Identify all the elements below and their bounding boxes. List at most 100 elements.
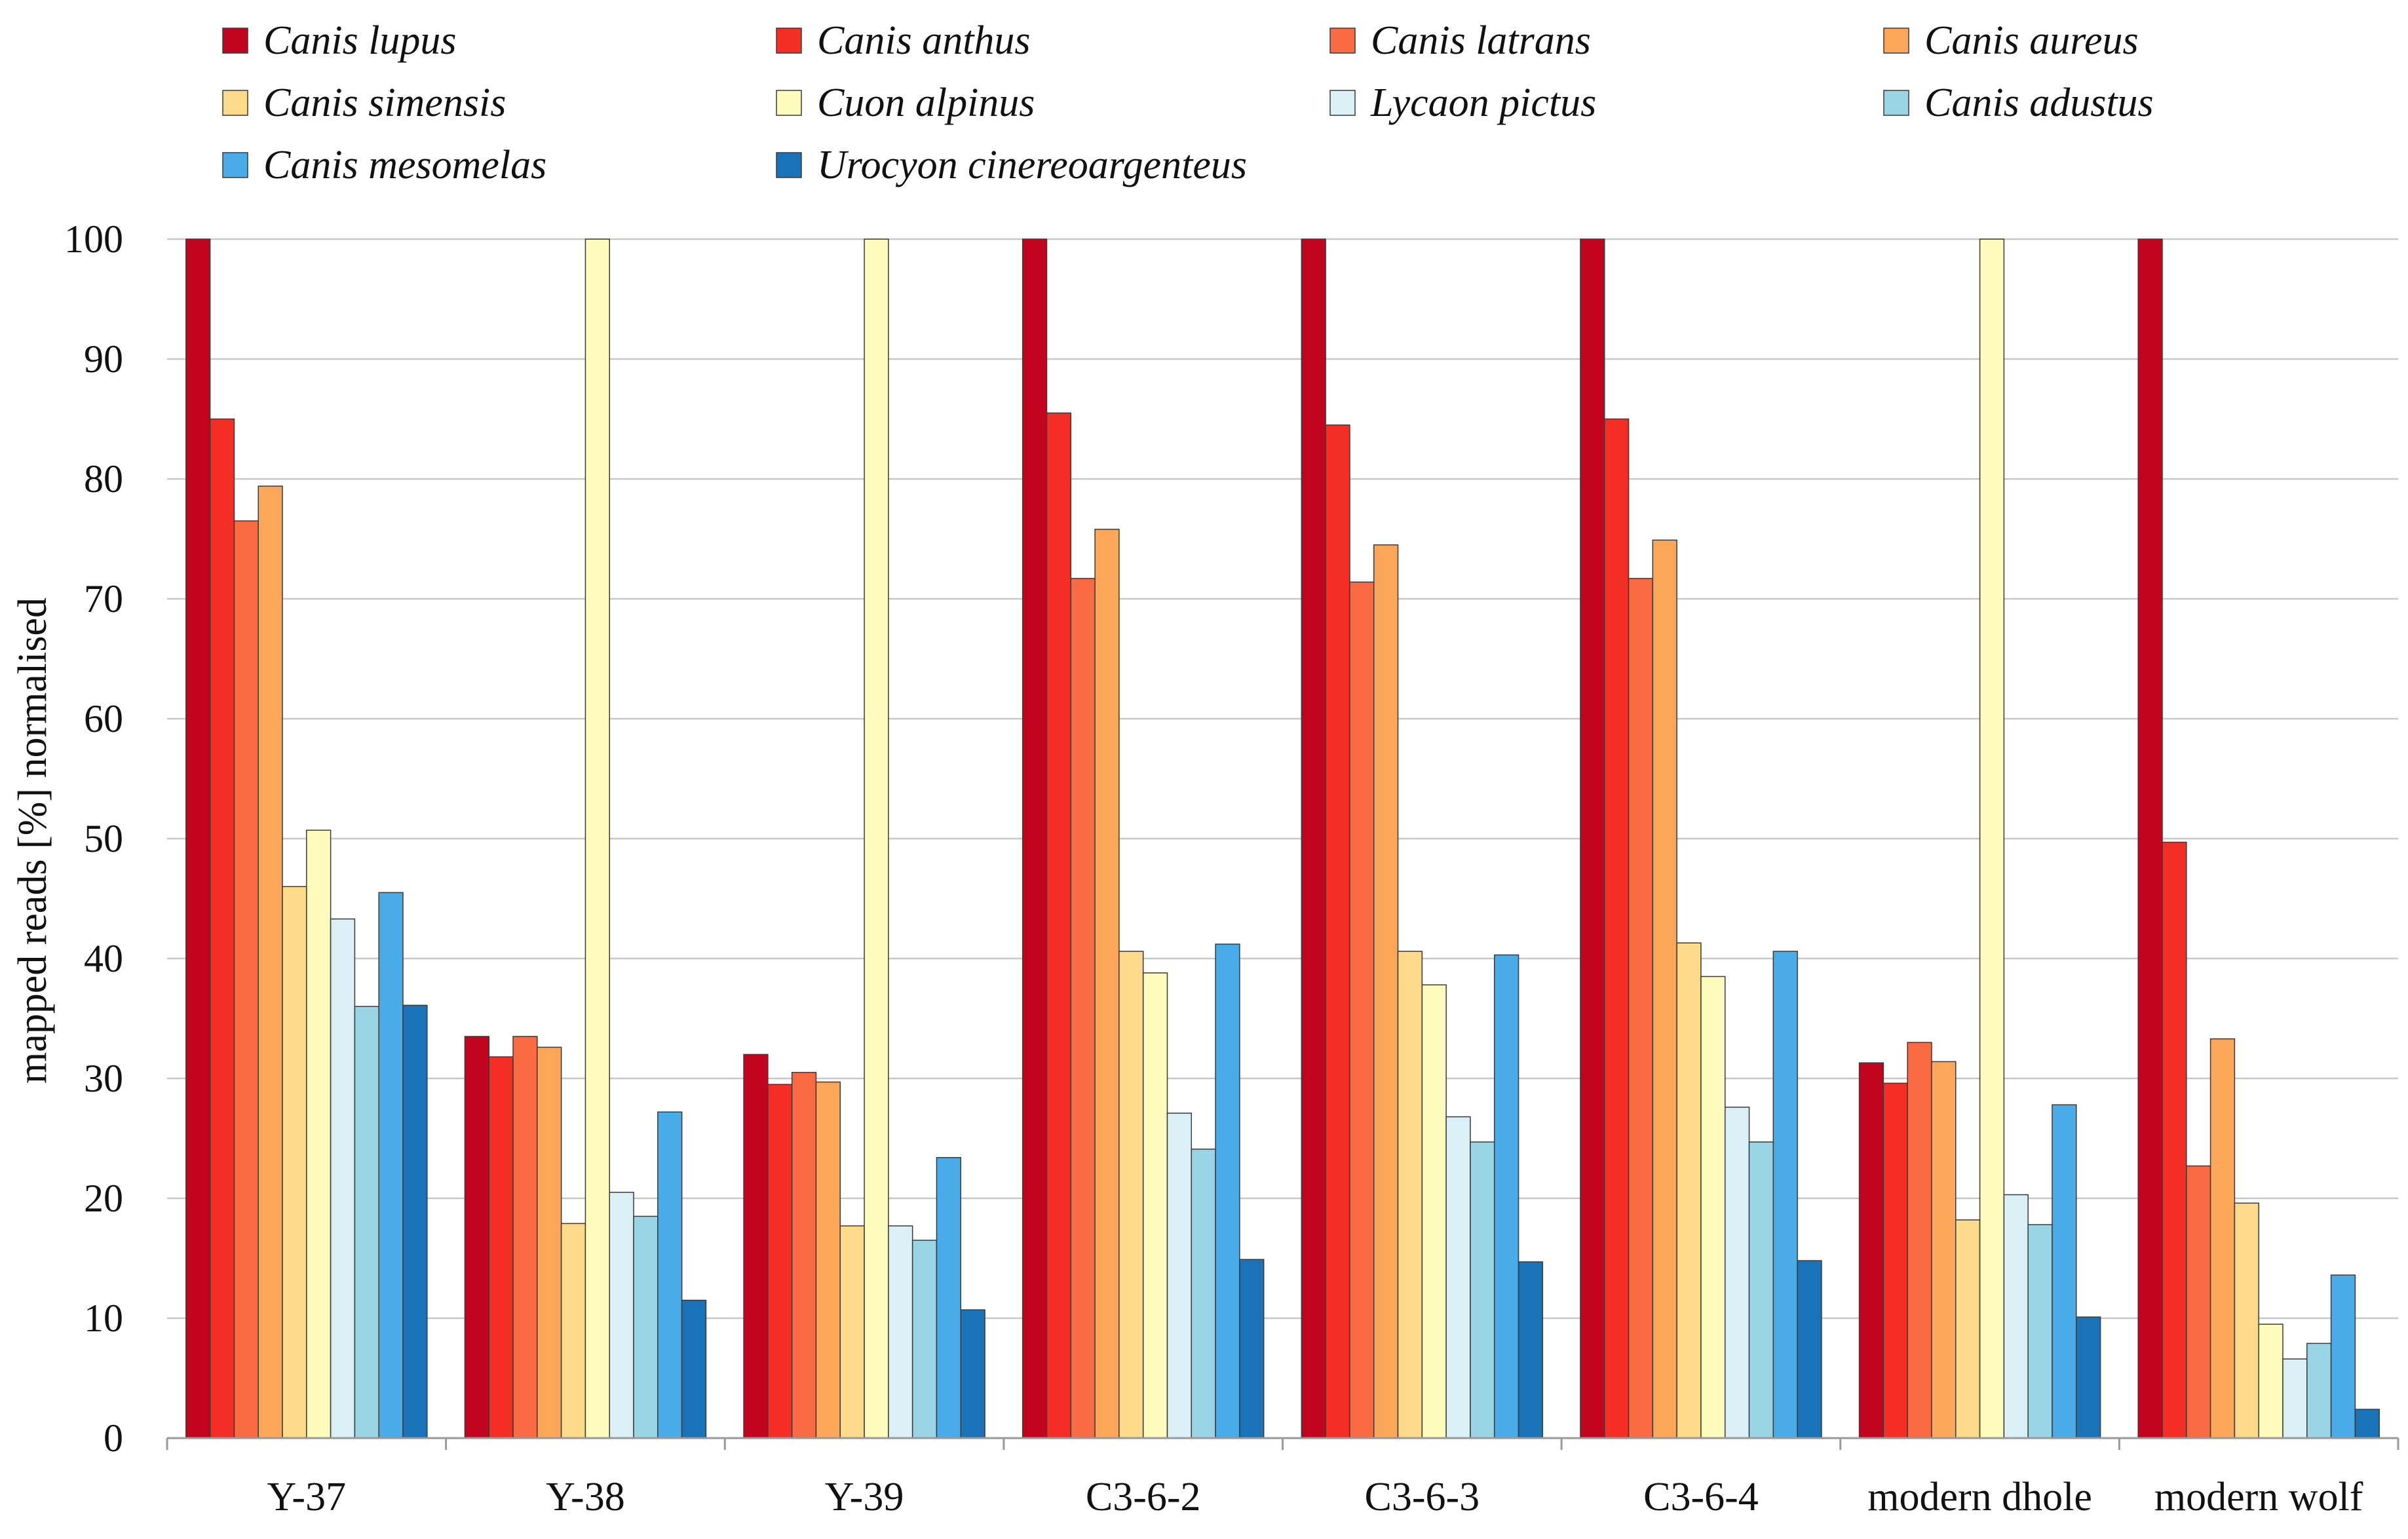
legend-swatch-canis-lupus [222, 28, 248, 54]
legend-item-lycaon-pictus: Lycaon pictus [1329, 81, 1596, 125]
bar-c3-6-3-canis-aureus [1373, 544, 1399, 1439]
bar-c3-6-4-canis-adustus [1748, 1141, 1774, 1439]
bar-modern-dhole-canis-latrans [1907, 1042, 1932, 1439]
bar-modern-wolf-canis-adustus [2306, 1342, 2332, 1439]
bar-c3-6-3-canis-latrans [1349, 581, 1375, 1439]
legend-label-canis-lupus: Canis lupus [263, 18, 457, 63]
x-tick-label-c3-6-4: C3-6-4 [1643, 1475, 1759, 1519]
legend-swatch-canis-mesomelas [222, 152, 248, 178]
legend: Canis lupus Canis anthus Canis latrans Cani… [222, 18, 2154, 187]
bar-modern-wolf-canis-simensis [2234, 1202, 2259, 1439]
legend-label-canis-anthus: Canis anthus [817, 18, 1031, 63]
bar-c3-6-3-canis-lupus [1301, 238, 1326, 1439]
bar-y-38-canis-anthus [488, 1056, 514, 1439]
x-tick-label-y-37: Y-37 [267, 1475, 347, 1519]
legend-item-urocyon-cinereoargenteus: Urocyon cinereoargenteus [776, 143, 1247, 187]
bar-modern-dhole-urocyon-cinereoargenteus [2076, 1316, 2101, 1439]
legend-swatch-lycaon-pictus [1329, 90, 1356, 116]
bar-y-39-urocyon-cinereoargenteus [960, 1309, 985, 1439]
legend-swatch-canis-aureus [1883, 28, 1909, 54]
bar-modern-dhole-canis-lupus [1858, 1062, 1884, 1439]
y-tick-label-20: 20 [84, 1177, 123, 1220]
legend-label-urocyon-cinereoargenteus: Urocyon cinereoargenteus [817, 143, 1247, 187]
legend-item-canis-lupus: Canis lupus [222, 18, 457, 63]
bar-modern-wolf-urocyon-cinereoargenteus [2354, 1409, 2380, 1439]
bar-c3-6-3-urocyon-cinereoargenteus [1518, 1261, 1544, 1439]
legend-label-canis-simensis: Canis simensis [263, 81, 506, 125]
bar-modern-dhole-lycaon-pictus [2003, 1194, 2029, 1439]
bar-y-38-canis-simensis [560, 1223, 586, 1439]
bar-y-39-canis-adustus [911, 1240, 938, 1439]
legend-swatch-urocyon-cinereoargenteus [776, 152, 802, 178]
y-tick-labels: 0 10 20 30 40 50 60 70 80 90 100 [64, 218, 123, 1460]
legend-item-canis-aureus: Canis aureus [1883, 18, 2139, 63]
bar-c3-6-2-urocyon-cinereoargenteus [1239, 1259, 1265, 1439]
bar-modern-wolf-canis-lupus [2137, 238, 2163, 1439]
bar-modern-dhole-canis-adustus [2027, 1224, 2053, 1439]
bar-c3-6-3-canis-simensis [1397, 951, 1423, 1439]
legend-swatch-canis-latrans [1329, 28, 1356, 54]
legend-label-canis-mesomelas: Canis mesomelas [263, 143, 546, 187]
legend-label-canis-adustus: Canis adustus [1924, 81, 2154, 125]
bar-y-39-canis-mesomelas [936, 1157, 962, 1439]
bar-c3-6-4-canis-anthus [1603, 418, 1630, 1439]
y-tick-label-40: 40 [84, 937, 123, 980]
bars [185, 238, 2380, 1439]
bar-c3-6-3-cuon-alpinus [1421, 984, 1447, 1439]
bar-c3-6-2-canis-lupus [1022, 238, 1048, 1439]
axes [166, 1437, 2399, 1450]
y-tick-label-10: 10 [84, 1297, 123, 1340]
y-tick-label-50: 50 [84, 817, 123, 860]
x-tick-label-c3-6-2: C3-6-2 [1086, 1475, 1201, 1519]
bar-y-39-cuon-alpinus [864, 238, 889, 1439]
bar-y-38-urocyon-cinereoargenteus [681, 1299, 707, 1439]
y-tick-label-0: 0 [104, 1416, 123, 1460]
x-tick-label-modern-dhole: modern dhole [1867, 1475, 2092, 1519]
y-tick-label-30: 30 [84, 1057, 123, 1100]
bar-modern-dhole-canis-simensis [1955, 1219, 1981, 1439]
legend-label-lycaon-pictus: Lycaon pictus [1370, 81, 1596, 125]
legend-item-cuon-alpinus: Cuon alpinus [776, 81, 1035, 125]
y-tick-label-70: 70 [84, 577, 123, 620]
legend-swatch-canis-simensis [222, 90, 248, 116]
bar-c3-6-4-canis-simensis [1676, 942, 1702, 1439]
bar-modern-wolf-canis-latrans [2186, 1165, 2211, 1439]
bar-y-37-urocyon-cinereoargenteus [402, 1004, 428, 1439]
legend-item-canis-mesomelas: Canis mesomelas [222, 143, 546, 187]
bar-c3-6-2-canis-aureus [1094, 529, 1120, 1439]
bar-c3-6-4-lycaon-pictus [1724, 1107, 1750, 1439]
bar-y-37-canis-lupus [185, 238, 211, 1439]
bar-modern-wolf-canis-aureus [2209, 1038, 2236, 1439]
bar-y-37-canis-adustus [354, 1006, 379, 1439]
bar-c3-6-2-lycaon-pictus [1166, 1112, 1193, 1439]
bar-modern-dhole-canis-anthus [1882, 1082, 1908, 1439]
y-tick-label-80: 80 [84, 457, 123, 501]
legend-label-cuon-alpinus: Cuon alpinus [817, 81, 1035, 125]
bar-c3-6-4-canis-mesomelas [1772, 951, 1798, 1439]
bar-modern-wolf-canis-anthus [2162, 841, 2187, 1439]
legend-item-canis-latrans: Canis latrans [1329, 18, 1591, 63]
bar-c3-6-4-canis-aureus [1652, 539, 1677, 1439]
bar-y-38-lycaon-pictus [609, 1192, 634, 1439]
x-tick-label-modern-wolf: modern wolf [2154, 1475, 2363, 1519]
bar-y-38-canis-lupus [464, 1036, 489, 1439]
x-category-labels: Y-37 Y-38 Y-39 C3-6-2 C3-6-3 C3-6-4 modern dho… [267, 1475, 2363, 1519]
bar-modern-wolf-lycaon-pictus [2282, 1358, 2308, 1439]
bar-c3-6-2-canis-simensis [1118, 951, 1144, 1439]
bar-c3-6-2-canis-latrans [1070, 578, 1096, 1439]
bar-y-38-canis-mesomelas [657, 1111, 683, 1439]
bar-modern-wolf-canis-mesomelas [2330, 1274, 2356, 1439]
bar-c3-6-3-canis-adustus [1470, 1141, 1495, 1439]
bar-y-37-lycaon-pictus [330, 918, 356, 1439]
bar-y-38-canis-latrans [512, 1036, 538, 1439]
y-tick-label-100: 100 [64, 218, 123, 261]
bar-c3-6-4-canis-lupus [1580, 238, 1605, 1439]
x-tick-label-c3-6-3: C3-6-3 [1364, 1475, 1480, 1519]
legend-label-canis-aureus: Canis aureus [1924, 18, 2139, 63]
bar-y-37-canis-mesomelas [378, 892, 404, 1439]
legend-item-canis-simensis: Canis simensis [222, 81, 506, 125]
bar-y-37-cuon-alpinus [306, 829, 332, 1439]
bar-y-39-canis-anthus [767, 1084, 793, 1439]
